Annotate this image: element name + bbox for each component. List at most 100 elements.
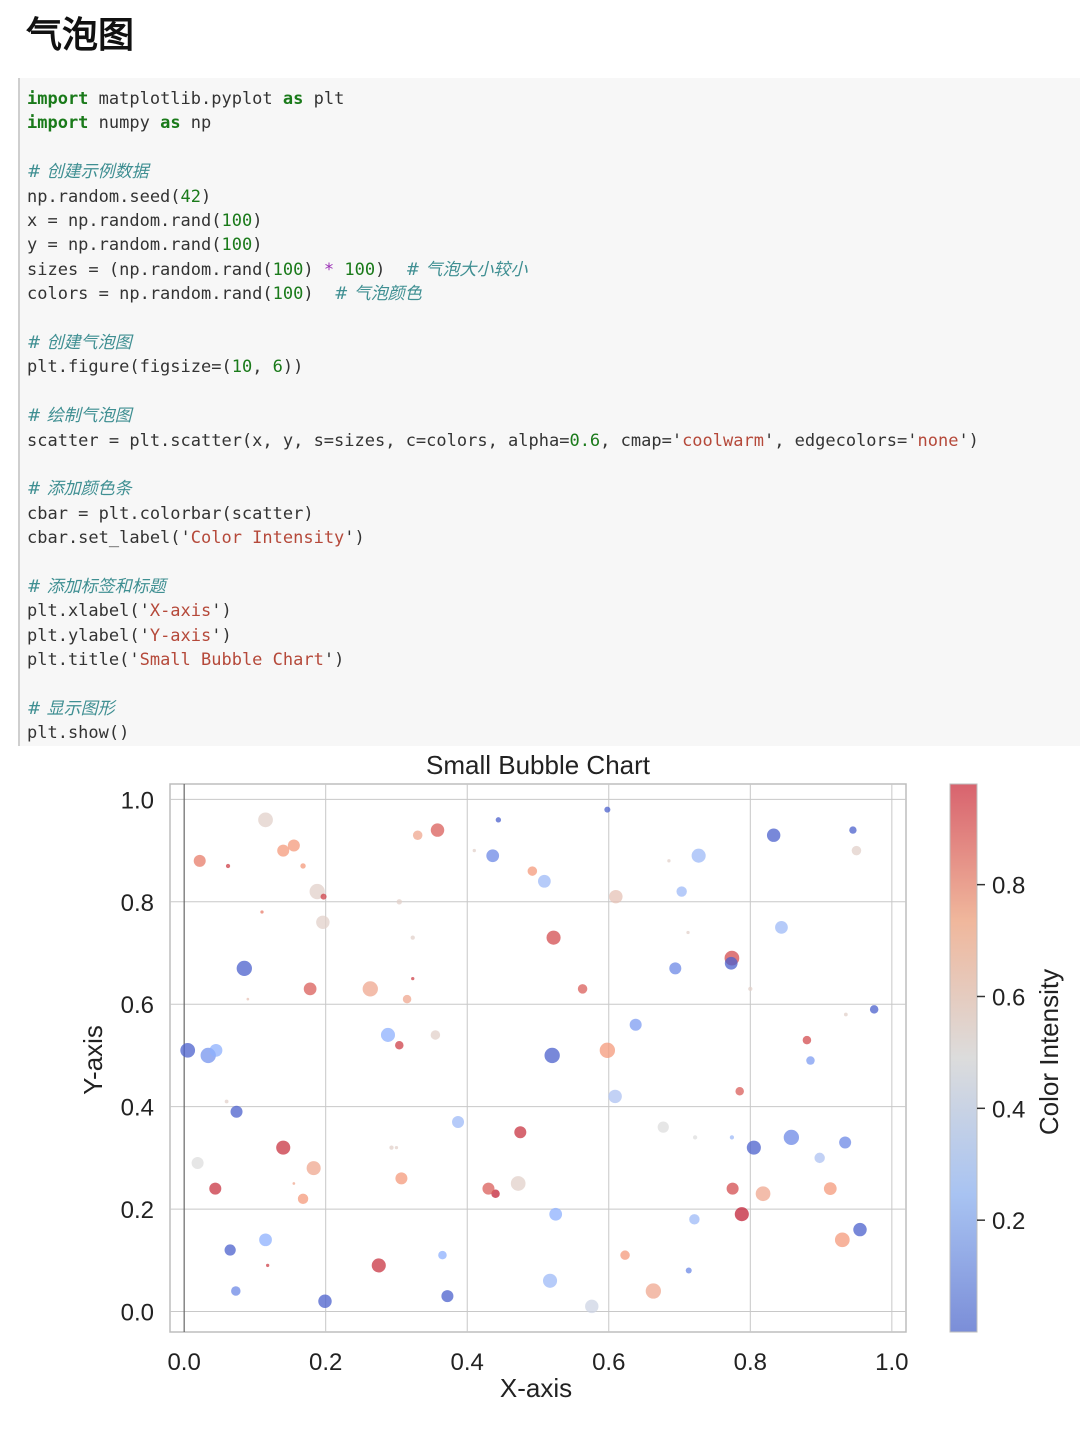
bubble-point <box>669 962 682 975</box>
bubble-point <box>748 986 753 991</box>
code-line: import matplotlib.pyplot as plt <box>27 88 344 110</box>
bubble-point <box>729 1135 735 1140</box>
bubble-point <box>604 806 611 813</box>
bubble-point <box>224 1099 229 1104</box>
y-tick-label: 0.8 <box>121 890 154 917</box>
bubble-point <box>692 1135 698 1140</box>
bubble-point <box>292 1182 296 1185</box>
bubble-point <box>495 817 502 823</box>
code-token: ) <box>375 259 406 280</box>
bubble-point <box>691 848 706 863</box>
bubble-point <box>823 1182 837 1195</box>
chart-title: Small Bubble Chart <box>426 750 651 780</box>
x-tick-label: 0.0 <box>167 1349 200 1376</box>
code-token: # 气泡大小较小 <box>405 259 528 280</box>
bubble-point <box>482 1182 495 1195</box>
code-token: ) <box>252 235 263 256</box>
code-token: )) <box>282 357 304 378</box>
y-tick-label: 0.0 <box>121 1300 154 1327</box>
bubble-point <box>585 1299 599 1314</box>
bubble-point <box>657 1121 669 1133</box>
code-line: plt.title('Small Bubble Chart') <box>27 649 344 671</box>
code-token: ') <box>958 430 979 451</box>
bubble-point <box>514 1126 527 1139</box>
grid-lines <box>170 784 906 1332</box>
colorbar <box>949 783 978 1333</box>
code-token: ) <box>252 211 263 231</box>
code-line: colors = np.random.rand(100) # 气泡颜色 <box>27 283 422 305</box>
bubble-point <box>412 830 423 840</box>
bubble-point <box>620 1250 630 1260</box>
bubble-point <box>542 1273 558 1288</box>
bubble-point <box>537 874 551 888</box>
bubble-point <box>843 1012 848 1017</box>
code-token: none <box>917 430 959 451</box>
bubble-point <box>303 982 317 996</box>
x-axis-label: X-axis <box>500 1373 572 1403</box>
bubble-point <box>802 1035 812 1045</box>
code-line: scatter = plt.scatter(x, y, s=sizes, c=c… <box>27 430 979 452</box>
code-line: x = np.random.rand(100) <box>27 210 262 232</box>
bubble-point <box>724 956 738 970</box>
bubble-point <box>667 859 671 863</box>
code-token: Color Intensity <box>190 528 345 549</box>
code-token: plt.title(' <box>27 650 140 671</box>
plot-area <box>169 783 907 1333</box>
bubble-point <box>395 1040 404 1050</box>
bubble-point <box>224 1244 236 1256</box>
bubble-point <box>746 1140 761 1155</box>
code-token: # 绘制气泡图 <box>27 406 132 427</box>
bubble-point <box>430 1030 441 1040</box>
bubble-point <box>394 1145 399 1150</box>
code-token: plt <box>303 89 345 109</box>
code-line: plt.ylabel('Y-axis') <box>27 625 232 647</box>
bubble-point <box>230 1105 243 1118</box>
x-tick-label: 0.2 <box>309 1349 342 1376</box>
code-token: np <box>180 113 212 134</box>
bubble-point <box>645 1283 662 1299</box>
code-cell[interactable]: import matplotlib.pyplot as plt import nu… <box>18 78 1080 746</box>
colorbar-tick-label: 0.6 <box>992 984 1025 1011</box>
code-token: ') <box>211 601 232 622</box>
code-token: # 显示图形 <box>27 699 115 719</box>
bubble-point <box>225 863 231 869</box>
code-token: # 添加标签和标题 <box>27 577 166 597</box>
bubble-point <box>608 1089 622 1104</box>
bubble-point <box>734 1207 749 1222</box>
y-tick-label: 0.4 <box>121 1095 154 1122</box>
x-tick-label: 0.6 <box>592 1349 625 1376</box>
axis-ticks: 0.0 0.2 0.4 0.6 0.8 1.0 0.0 0.2 0.4 0.6 0.8 1.0 <box>121 787 909 1376</box>
bubble-point <box>260 910 264 914</box>
code-token: plt.figure(figsize=( <box>27 357 232 378</box>
code-token: 100 <box>221 211 253 231</box>
code-token: cbar.set_label(' <box>27 528 191 549</box>
bubble-point <box>180 1042 196 1058</box>
code-token: colors = np.random.rand( <box>27 284 273 305</box>
bubble-point <box>438 1250 447 1260</box>
code-token: 0.6 <box>569 430 601 451</box>
bubble-point <box>320 893 327 900</box>
code-comment-line: # 显示图形 <box>27 698 115 720</box>
code-token: 42 <box>180 186 202 207</box>
bubble-point <box>316 915 330 929</box>
bubble-point <box>676 886 687 897</box>
code-token: ) <box>201 186 212 207</box>
bubble-point <box>544 1047 560 1064</box>
bubble-point <box>395 1172 408 1185</box>
bubble-point <box>629 1018 642 1031</box>
bubble-chart: Small Bubble Chart 0.0 0.2 0.4 0.6 0.8 1.0 0.0… <box>78 750 1064 1403</box>
bubble-point <box>297 1193 309 1205</box>
bubble-point <box>726 1182 739 1195</box>
bubble-point <box>452 1116 465 1129</box>
bubble-point <box>766 828 781 842</box>
bubble-point <box>411 976 415 981</box>
y-tick-label: 1.0 <box>121 787 154 814</box>
code-token: * <box>323 259 335 280</box>
code-token: # 创建气泡图 <box>27 333 132 353</box>
bubble-point <box>685 1267 692 1274</box>
bubble-point <box>527 866 538 876</box>
bubble-point <box>577 984 588 994</box>
bubble-point <box>231 1286 241 1296</box>
bubble-point <box>362 981 378 997</box>
code-token: 10 <box>231 357 253 378</box>
